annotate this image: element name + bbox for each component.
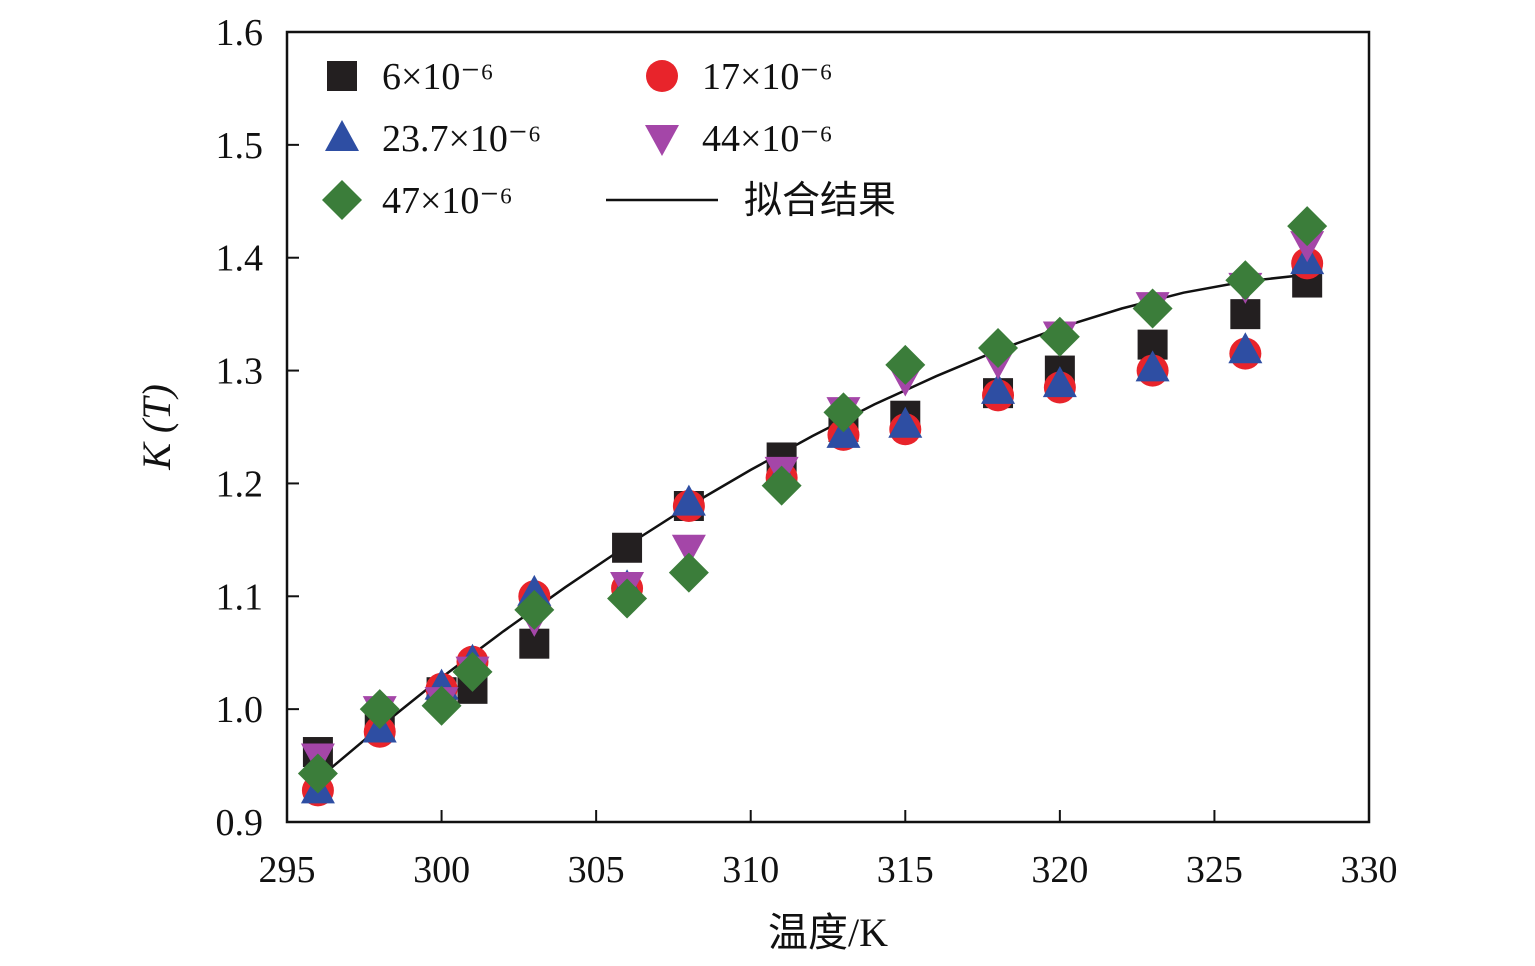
data-point-diamond	[297, 753, 338, 794]
data-point-diamond	[823, 392, 864, 433]
data-point-diamond	[607, 578, 648, 619]
y-tick-label: 1.4	[216, 238, 264, 280]
y-tick-label: 1.1	[216, 576, 264, 618]
y-tick-label: 1.6	[216, 12, 264, 54]
data-point-square	[1230, 299, 1261, 330]
data-point-diamond	[1132, 288, 1173, 329]
data-point-diamond	[421, 685, 462, 726]
axis-ticks: 295 300 305 310 315 320 325 330 0.9 1.0 1.1 1.2 1.3 1…	[216, 12, 1398, 891]
data-point-diamond	[1225, 260, 1266, 301]
y-tick-label: 1.5	[216, 125, 264, 167]
legend-label: 23.7×10⁻⁶	[382, 118, 541, 160]
data-point-triangle-down	[671, 534, 706, 566]
legend-label: 17×10⁻⁶	[702, 56, 833, 98]
data-point-triangle-up	[826, 416, 861, 448]
y-tick-label: 1.2	[216, 463, 264, 505]
data-points-layer	[297, 206, 1328, 807]
data-point-triangle-down	[1290, 231, 1325, 263]
y-tick-label: 0.9	[216, 802, 264, 844]
legend-swatch-triangle-down	[645, 125, 679, 156]
data-point-diamond	[1039, 316, 1080, 357]
legend-label: 6×10⁻⁶	[382, 56, 494, 98]
data-point-triangle-up	[981, 372, 1016, 404]
data-point-square	[612, 532, 643, 563]
legend-label: 47×10⁻⁶	[382, 180, 513, 222]
legend-label: 拟合结果	[744, 180, 896, 222]
data-point-diamond	[452, 651, 493, 692]
legend-swatch-square	[327, 61, 357, 91]
data-point-diamond	[885, 344, 926, 385]
data-point-triangle-up	[1228, 332, 1263, 364]
y-tick-label: 1.3	[216, 351, 264, 393]
x-tick-label: 310	[722, 849, 779, 891]
data-point-diamond	[668, 552, 709, 593]
legend-swatch-circle	[646, 60, 678, 92]
x-axis-title: 温度/K	[768, 910, 888, 955]
y-axis-title: K (T)	[134, 384, 179, 471]
legend-swatch-triangle-up	[325, 120, 359, 151]
data-point-triangle-up	[1135, 350, 1170, 382]
x-tick-label: 320	[1031, 849, 1088, 891]
data-point-diamond	[514, 589, 555, 630]
x-tick-label: 305	[568, 849, 625, 891]
data-point-triangle-up	[671, 484, 706, 516]
x-tick-label: 325	[1186, 849, 1243, 891]
x-tick-label: 300	[413, 849, 470, 891]
data-point-diamond	[1287, 206, 1328, 247]
x-tick-label: 295	[259, 849, 316, 891]
y-tick-label: 1.0	[216, 689, 264, 731]
legend-label: 44×10⁻⁶	[702, 118, 833, 160]
data-point-triangle-up	[888, 406, 923, 438]
legend: 6×10⁻⁶ 17×10⁻⁶ 23.7×10⁻⁶ 44×10⁻⁶ 47×10⁻⁶ 拟合结果	[322, 56, 896, 222]
x-tick-label: 330	[1341, 849, 1398, 891]
data-point-triangle-up	[1042, 366, 1077, 398]
x-tick-label: 315	[877, 849, 934, 891]
legend-swatch-diamond	[322, 180, 362, 220]
data-point-diamond	[359, 689, 400, 730]
plot-frame	[285, 30, 1371, 824]
data-point-diamond	[978, 328, 1019, 368]
data-point-diamond	[761, 465, 802, 506]
